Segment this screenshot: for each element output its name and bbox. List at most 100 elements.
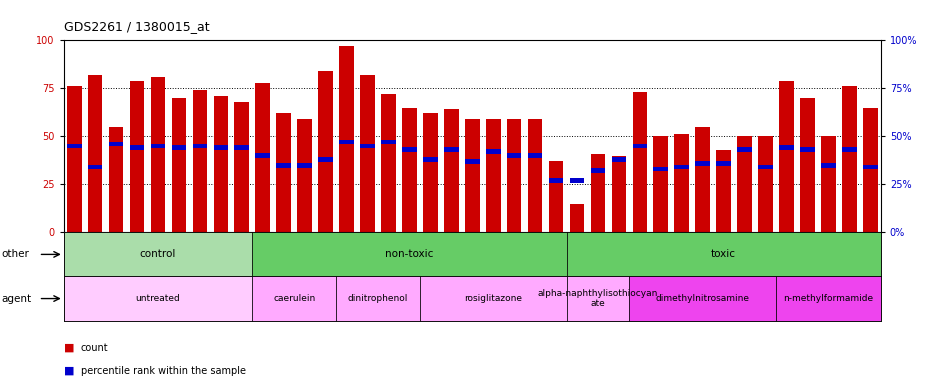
Bar: [381, 140, 395, 144]
Text: count: count: [80, 343, 108, 353]
Bar: [318, 71, 332, 232]
Bar: [629, 276, 775, 321]
Bar: [862, 108, 877, 232]
Bar: [506, 119, 521, 232]
Bar: [402, 108, 417, 232]
Bar: [566, 276, 629, 321]
Bar: [464, 159, 479, 164]
Bar: [88, 165, 102, 169]
Bar: [109, 142, 124, 146]
Bar: [695, 127, 709, 232]
Bar: [715, 161, 730, 166]
Bar: [632, 144, 647, 148]
Bar: [444, 109, 458, 232]
Bar: [506, 153, 521, 158]
Bar: [464, 119, 479, 232]
Bar: [652, 136, 667, 232]
Bar: [129, 81, 144, 232]
Bar: [757, 136, 772, 232]
Bar: [486, 119, 500, 232]
Bar: [799, 98, 814, 232]
Text: ■: ■: [64, 366, 74, 376]
Text: dimethylnitrosamine: dimethylnitrosamine: [655, 294, 749, 303]
Text: rosiglitazone: rosiglitazone: [463, 294, 521, 303]
Bar: [419, 276, 566, 321]
Bar: [422, 157, 437, 162]
Bar: [737, 147, 751, 152]
Bar: [841, 147, 856, 152]
Bar: [64, 232, 252, 276]
Bar: [66, 86, 81, 232]
Text: alpha-naphthylisothiocyan
ate: alpha-naphthylisothiocyan ate: [537, 289, 657, 308]
Bar: [193, 144, 207, 148]
Bar: [674, 165, 688, 169]
Bar: [566, 232, 880, 276]
Bar: [359, 144, 374, 148]
Text: ■: ■: [64, 343, 74, 353]
Bar: [109, 127, 124, 232]
Bar: [569, 178, 584, 183]
Text: n-methylformamide: n-methylformamide: [782, 294, 872, 303]
Text: control: control: [139, 249, 176, 260]
Bar: [695, 161, 709, 166]
Bar: [715, 150, 730, 232]
Bar: [611, 157, 625, 162]
Bar: [422, 113, 437, 232]
Text: untreated: untreated: [136, 294, 180, 303]
Bar: [276, 113, 291, 232]
Bar: [151, 144, 165, 148]
Bar: [339, 46, 354, 232]
Bar: [775, 276, 880, 321]
Bar: [318, 157, 332, 162]
Bar: [359, 75, 374, 232]
Bar: [297, 119, 312, 232]
Bar: [779, 81, 793, 232]
Bar: [444, 147, 458, 152]
Bar: [171, 146, 186, 150]
Bar: [213, 146, 228, 150]
Bar: [252, 276, 336, 321]
Bar: [151, 77, 165, 232]
Bar: [339, 140, 354, 144]
Bar: [64, 276, 252, 321]
Bar: [820, 136, 835, 232]
Bar: [193, 90, 207, 232]
Bar: [527, 119, 542, 232]
Text: toxic: toxic: [710, 249, 736, 260]
Bar: [297, 163, 312, 167]
Bar: [171, 98, 186, 232]
Bar: [527, 153, 542, 158]
Bar: [88, 75, 102, 232]
Bar: [129, 146, 144, 150]
Bar: [862, 165, 877, 169]
Bar: [66, 144, 81, 148]
Bar: [486, 149, 500, 154]
Bar: [652, 167, 667, 171]
Bar: [820, 163, 835, 167]
Text: dinitrophenol: dinitrophenol: [347, 294, 408, 303]
Bar: [590, 169, 605, 173]
Bar: [611, 156, 625, 232]
Bar: [632, 92, 647, 232]
Bar: [381, 94, 395, 232]
Bar: [402, 147, 417, 152]
Bar: [674, 134, 688, 232]
Text: caerulein: caerulein: [272, 294, 314, 303]
Text: non-toxic: non-toxic: [385, 249, 433, 260]
Text: percentile rank within the sample: percentile rank within the sample: [80, 366, 245, 376]
Text: other: other: [2, 249, 30, 260]
Bar: [213, 96, 228, 232]
Bar: [569, 204, 584, 232]
Bar: [841, 86, 856, 232]
Bar: [799, 147, 814, 152]
Bar: [252, 232, 566, 276]
Text: agent: agent: [2, 293, 32, 304]
Bar: [234, 102, 249, 232]
Bar: [757, 165, 772, 169]
Text: GDS2261 / 1380015_at: GDS2261 / 1380015_at: [64, 20, 209, 33]
Bar: [234, 146, 249, 150]
Bar: [548, 161, 563, 232]
Bar: [256, 83, 270, 232]
Bar: [336, 276, 419, 321]
Bar: [737, 136, 751, 232]
